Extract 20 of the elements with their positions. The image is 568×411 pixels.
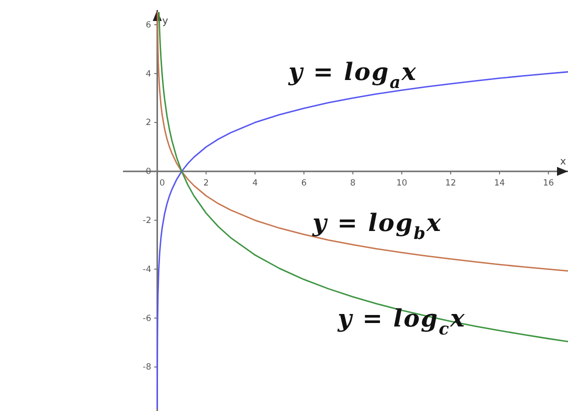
- y-axis-title: y: [162, 16, 168, 27]
- x-tick-label: 2: [203, 178, 209, 188]
- y-tick-label: 4: [146, 69, 152, 80]
- x-tick-label: 12: [445, 178, 456, 188]
- x-tick-label: 0: [160, 178, 165, 188]
- x-tick-label: 16: [543, 178, 554, 188]
- x-axis-title: x: [560, 156, 566, 168]
- series-label: y = log$_{b}$x: [312, 208, 442, 244]
- x-tick-label: 10: [396, 178, 408, 188]
- y-tick-label: -8: [142, 362, 152, 373]
- series-label: y = log$_{a}$x: [288, 57, 418, 92]
- x-tick-label: 8: [350, 178, 356, 188]
- x-tick-label: 14: [494, 178, 505, 188]
- y-tick-label: -4: [142, 264, 152, 275]
- y-tick-label: -6: [142, 314, 152, 324]
- x-tick-label: 6: [301, 178, 307, 188]
- y-tick-label: -2: [142, 216, 152, 226]
- x-tick-label: 4: [252, 178, 258, 188]
- y-tick-label: 2: [146, 118, 152, 128]
- y-tick-label: 6: [146, 20, 152, 30]
